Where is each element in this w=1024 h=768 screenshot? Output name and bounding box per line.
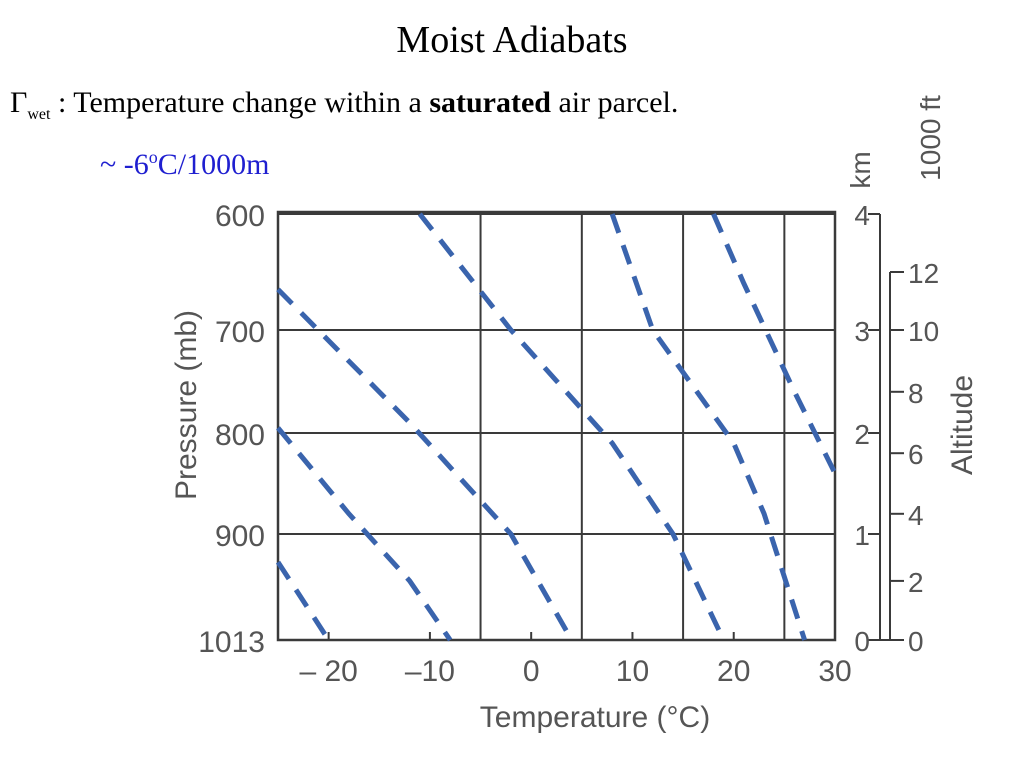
km-tick-label-4: 4 <box>854 200 870 231</box>
x-tick-label-30: 30 <box>818 655 851 688</box>
ft-tick-label-4: 4 <box>908 500 924 531</box>
moist-adiabat-line-1 <box>275 560 331 642</box>
moist-adiabat-line-3 <box>276 287 574 642</box>
y-tick-label-600: 600 <box>215 200 265 233</box>
km-axis-label: km <box>845 151 876 188</box>
x-tick-label-20: 20 <box>717 655 750 688</box>
moist-adiabat-line-2 <box>276 426 453 642</box>
y-tick-label-900: 900 <box>215 520 265 553</box>
ft-tick-label-10: 10 <box>908 316 939 347</box>
km-tick-label-0: 0 <box>854 626 870 657</box>
definition-text: : Temperature change within a <box>50 86 430 119</box>
moist-adiabat-line-5 <box>609 213 807 641</box>
x-tick-label--20: – 20 <box>299 655 357 688</box>
lapse-rate: ~ -6oC/1000m <box>100 147 269 182</box>
ft-tick-label-0: 0 <box>908 626 924 657</box>
x-axis-label: Temperature (°C) <box>480 701 710 734</box>
gamma-symbol: Γ <box>10 86 28 119</box>
ft-tick-label-6: 6 <box>908 439 924 470</box>
slide-title: Moist Adiabats <box>396 19 628 61</box>
definition-text-end: air parcel. <box>550 86 679 119</box>
x-tick-label--10: –10 <box>405 655 455 688</box>
definition-line: Γwet : Temperature change within a satur… <box>10 86 678 124</box>
definition-bold-word: saturated <box>429 86 551 119</box>
lapse-rate-prefix: ~ -6 <box>100 148 149 181</box>
x-tick-label-0: 0 <box>523 655 540 688</box>
degree-superscript: o <box>148 147 158 167</box>
y-tick-label-800: 800 <box>215 419 265 452</box>
y-axis-label: Pressure (mb) <box>170 310 203 500</box>
moist-adiabat-line-6 <box>711 212 838 475</box>
lapse-rate-suffix: C/1000m <box>157 148 270 181</box>
gamma-subscript: wet <box>27 106 51 123</box>
km-tick-label-2: 2 <box>854 419 870 450</box>
y-tick-label-700: 700 <box>215 316 265 349</box>
ft-tick-label-12: 12 <box>908 258 939 289</box>
ft-axis-label: 1000 ft <box>915 95 946 181</box>
plot-frame <box>276 210 837 642</box>
km-tick-label-1: 1 <box>854 520 870 551</box>
ft-tick-label-2: 2 <box>908 567 924 598</box>
altitude-axis-title: Altitude <box>946 375 979 475</box>
x-tick-label-10: 10 <box>616 655 649 688</box>
km-tick-label-3: 3 <box>854 316 870 347</box>
moist-adiabat-line-4 <box>417 212 726 642</box>
y-tick-label-1013: 1013 <box>198 626 265 659</box>
ft-tick-label-8: 8 <box>908 378 924 409</box>
